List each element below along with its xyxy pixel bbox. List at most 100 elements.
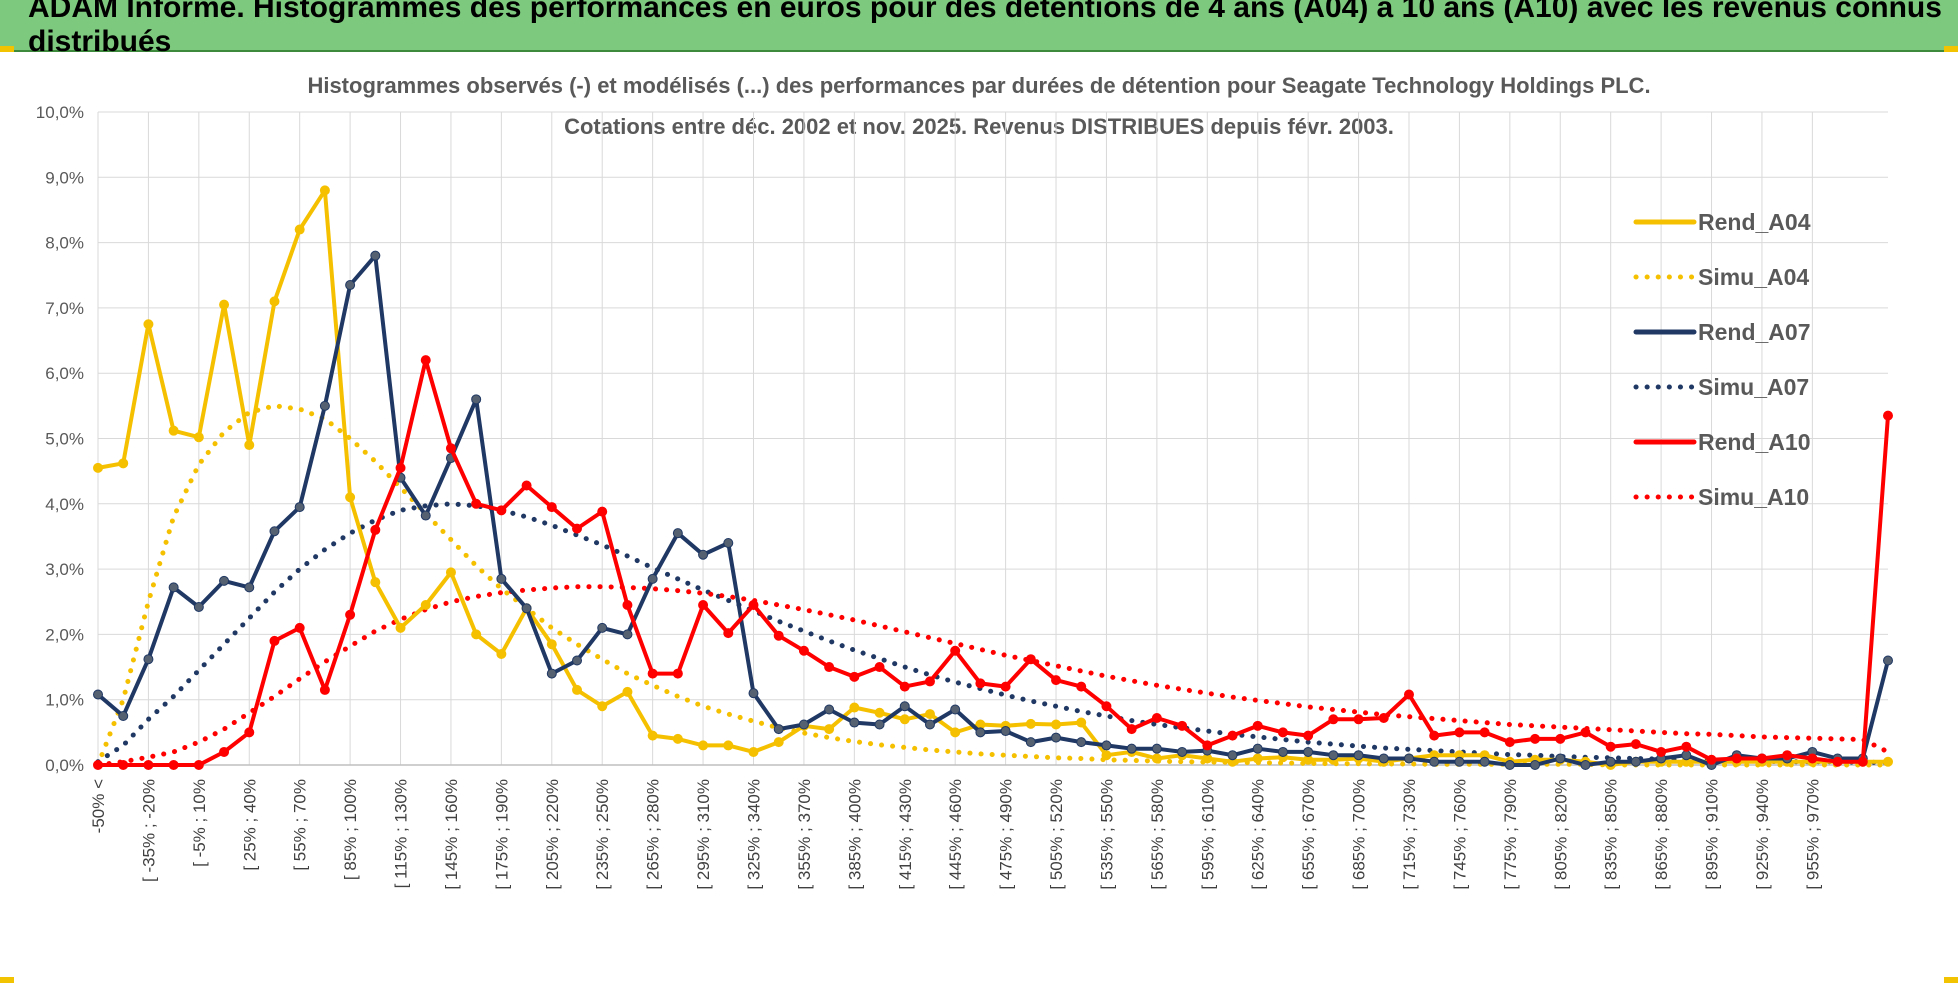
data-point-rend-a10 (647, 668, 658, 679)
data-point-rend-a07 (1151, 743, 1162, 754)
x-tick-label: [ 595% ; 610% (1198, 779, 1217, 890)
data-point-rend-a07 (1580, 760, 1591, 770)
data-point-rend-a10 (975, 678, 986, 689)
data-point-rend-a07 (118, 711, 129, 722)
data-point-rend-a10 (1429, 730, 1440, 741)
x-tick-label: [ 85% ; 100% (341, 779, 360, 880)
legend-label-rend-a07: Rend_A07 (1698, 319, 1810, 345)
series-line-simu-a04 (95, 403, 1891, 768)
data-point-rend-a07 (773, 724, 784, 735)
data-point-rend-a04 (950, 727, 961, 738)
data-point-rend-a10 (1126, 724, 1137, 735)
x-tick-label: [ 745% ; 760% (1450, 779, 1469, 890)
data-point-rend-a07 (1025, 737, 1036, 748)
data-point-rend-a10 (597, 506, 608, 517)
x-tick-label: [ 865% ; 880% (1652, 779, 1671, 890)
x-tick-label: [ 115% ; 130% (392, 779, 411, 888)
data-point-rend-a07 (496, 573, 507, 584)
data-point-rend-a04 (924, 709, 935, 720)
data-point-rend-a10 (672, 668, 683, 679)
data-point-rend-a07 (1328, 750, 1339, 761)
data-point-rend-a10 (899, 681, 910, 692)
data-point-rend-a07 (647, 573, 658, 584)
data-point-rend-a07 (975, 727, 986, 738)
data-point-rend-a07 (1000, 726, 1011, 737)
data-point-rend-a07 (1051, 732, 1062, 743)
data-point-rend-a04 (395, 622, 406, 633)
data-point-rend-a10 (1530, 733, 1541, 744)
report-banner: ADAM Informe. Histogrammes des performan… (0, 0, 1958, 58)
data-point-rend-a10 (1555, 733, 1566, 744)
data-point-rend-a10 (1177, 720, 1188, 731)
data-point-rend-a04 (672, 733, 683, 744)
data-point-rend-a10 (1151, 712, 1162, 723)
series-line-simu-a07 (95, 501, 1891, 765)
x-tick-label: [ 685% ; 700% (1350, 779, 1369, 890)
x-tick-label: [ 235% ; 250% (593, 779, 612, 890)
x-tick-label: [ 895% ; 910% (1703, 779, 1722, 890)
series-line-rend-a07 (96, 253, 1890, 767)
data-point-rend-a07 (521, 603, 532, 614)
x-tick-label: [ -5% ; 10% (190, 779, 209, 867)
data-point-rend-a07 (319, 400, 330, 411)
data-point-rend-a10 (1681, 741, 1692, 752)
data-point-rend-a04 (849, 702, 860, 713)
data-point-rend-a10 (849, 671, 860, 682)
data-point-rend-a07 (244, 582, 255, 593)
data-point-rend-a10 (269, 635, 280, 646)
data-point-rend-a07 (723, 537, 734, 548)
x-tick-label: [ 715% ; 730% (1400, 779, 1419, 890)
data-point-rend-a04 (445, 567, 456, 578)
data-point-rend-a07 (748, 688, 759, 699)
x-tick-label: [ 205% ; 220% (543, 779, 562, 890)
data-point-rend-a07 (168, 582, 179, 593)
data-point-rend-a07 (1252, 743, 1263, 754)
x-tick-label: [ 265% ; 280% (644, 779, 663, 890)
data-point-rend-a07 (1277, 746, 1288, 757)
data-point-rend-a07 (1630, 756, 1641, 767)
y-tick-label: 0,0% (45, 756, 84, 775)
data-point-rend-a04 (143, 319, 154, 330)
corner-mark-top-right (1944, 46, 1958, 52)
data-point-rend-a04 (370, 577, 381, 588)
data-point-rend-a10 (1202, 740, 1213, 751)
data-point-rend-a10 (1580, 727, 1591, 738)
data-point-rend-a04 (1883, 756, 1893, 767)
x-tick-label: [ 475% ; 490% (997, 779, 1016, 890)
x-tick-label: [ 505% ; 520% (1047, 779, 1066, 890)
data-point-rend-a04 (899, 714, 910, 725)
data-point-rend-a10 (1227, 730, 1238, 741)
data-point-rend-a10 (798, 645, 809, 656)
data-point-rend-a04 (622, 686, 633, 697)
data-point-rend-a10 (1630, 739, 1641, 750)
data-point-rend-a10 (1656, 746, 1667, 757)
data-point-rend-a04 (345, 492, 356, 503)
data-point-rend-a10 (168, 760, 179, 770)
data-point-rend-a07 (420, 510, 431, 521)
data-point-rend-a07 (572, 655, 583, 666)
data-point-rend-a04 (244, 440, 255, 451)
x-tick-label: [ 565% ; 580% (1148, 779, 1167, 890)
data-point-rend-a10 (219, 746, 230, 757)
data-point-rend-a04 (168, 425, 179, 436)
x-tick-label: [ 625% ; 640% (1249, 779, 1268, 890)
x-tick-label: [ 295% ; 310% (694, 779, 713, 890)
data-point-rend-a04 (1076, 717, 1087, 728)
data-point-rend-a04 (1025, 718, 1036, 729)
data-point-rend-a07 (370, 250, 381, 261)
data-point-rend-a04 (1252, 753, 1263, 764)
series-line-simu-a10 (95, 584, 1891, 768)
data-point-rend-a04 (647, 730, 658, 741)
data-point-rend-a04 (496, 648, 507, 659)
data-point-rend-a04 (219, 299, 230, 310)
data-point-rend-a10 (445, 443, 456, 454)
data-point-rend-a07 (1605, 756, 1616, 767)
x-tick-label: [ 55% ; 70% (291, 779, 310, 871)
data-point-rend-a10 (1252, 720, 1263, 731)
data-point-rend-a07 (622, 629, 633, 640)
y-tick-label: 9,0% (45, 168, 84, 187)
data-point-rend-a10 (420, 355, 431, 366)
data-point-rend-a10 (370, 524, 381, 535)
data-point-rend-a07 (1883, 655, 1893, 666)
